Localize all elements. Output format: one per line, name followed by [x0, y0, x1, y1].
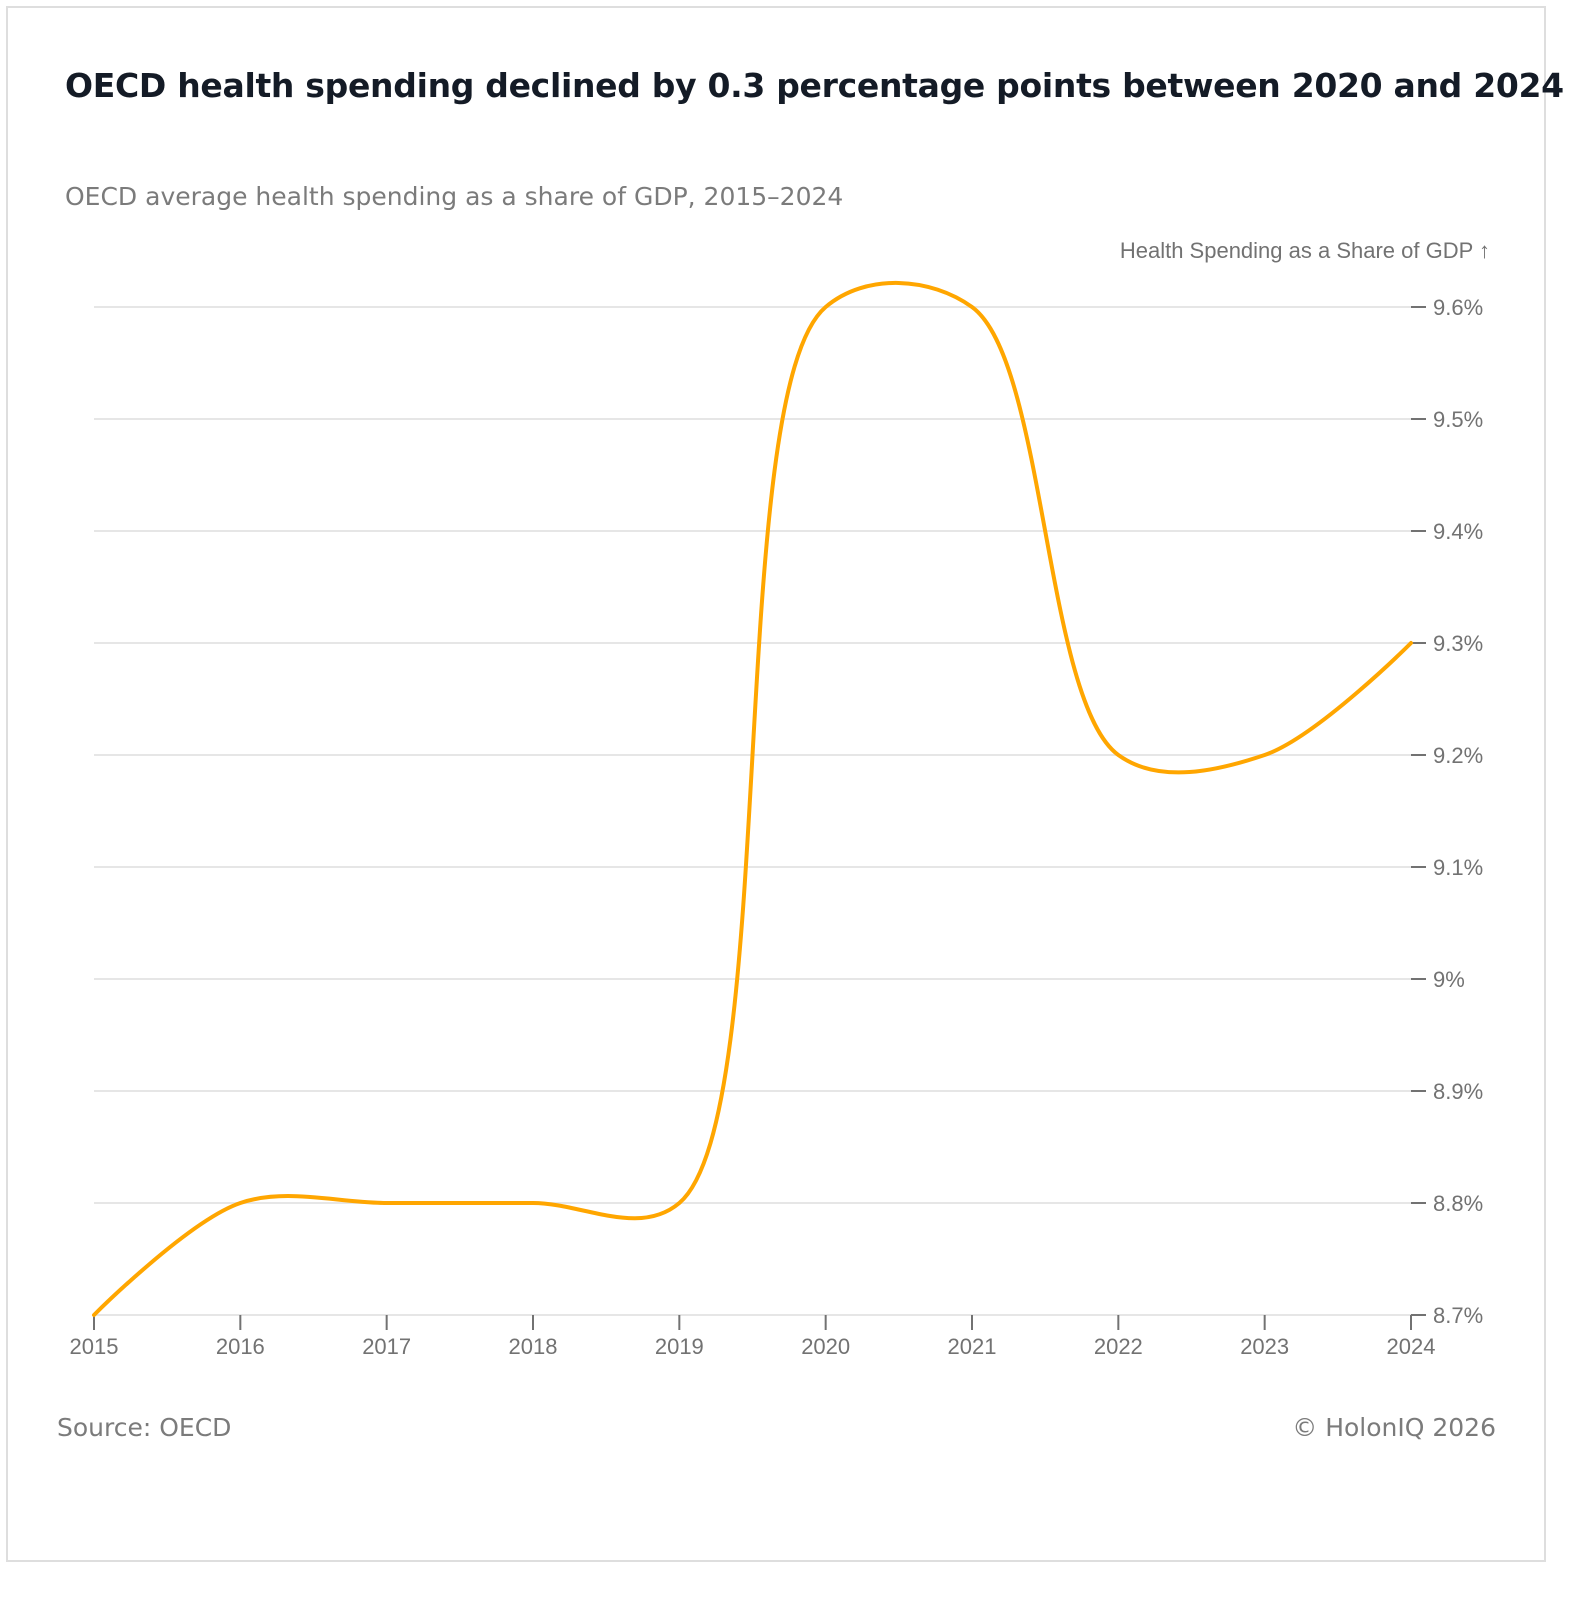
y-tick-label: 9.3% — [1433, 631, 1483, 656]
chart-subtitle: OECD average health spending as a share … — [65, 182, 844, 211]
y-tick-label: 8.8% — [1433, 1191, 1483, 1216]
y-tick-label: 9.6% — [1433, 295, 1483, 320]
x-axis: 2015 2016 2017 2018 2019 2020 2021 2022 2023 2024 — [70, 1315, 1436, 1359]
y-tick-label: 8.7% — [1433, 1303, 1483, 1328]
copyright-note: © HolonIQ 2026 — [1292, 1413, 1496, 1442]
gridlines — [94, 306, 1411, 1316]
y-tick-label: 9.1% — [1433, 855, 1483, 880]
source-note: Source: OECD — [57, 1413, 232, 1442]
y-tick-label: 9.5% — [1433, 407, 1483, 432]
x-tick-label: 2019 — [655, 1334, 704, 1359]
series-line — [92, 280, 1413, 1317]
x-tick-label: 2024 — [1387, 1334, 1436, 1359]
y-tick-label: 9.2% — [1433, 743, 1483, 768]
y-axis-label: Health Spending as a Share of GDP ↑ — [1120, 238, 1490, 263]
series-layer — [92, 280, 1413, 1317]
y-tick-label: 9.4% — [1433, 519, 1483, 544]
x-tick-label: 2022 — [1094, 1334, 1143, 1359]
x-tick-label: 2017 — [362, 1334, 411, 1359]
y-axis: Health Spending as a Share of GDP ↑ 8.7%… — [1120, 238, 1490, 1328]
x-tick-label: 2020 — [801, 1334, 850, 1359]
x-tick-label: 2021 — [948, 1334, 997, 1359]
x-tick-label: 2016 — [216, 1334, 265, 1359]
x-tick-label: 2015 — [70, 1334, 119, 1359]
y-tick-label: 8.9% — [1433, 1079, 1483, 1104]
x-tick-label: 2018 — [509, 1334, 558, 1359]
chart-card: OECD health spending declined by 0.3 per… — [6, 6, 1564, 1562]
x-tick-label: 2023 — [1240, 1334, 1289, 1359]
y-tick-label: 9% — [1433, 967, 1465, 992]
chart-title: OECD health spending declined by 0.3 per… — [65, 66, 1564, 105]
